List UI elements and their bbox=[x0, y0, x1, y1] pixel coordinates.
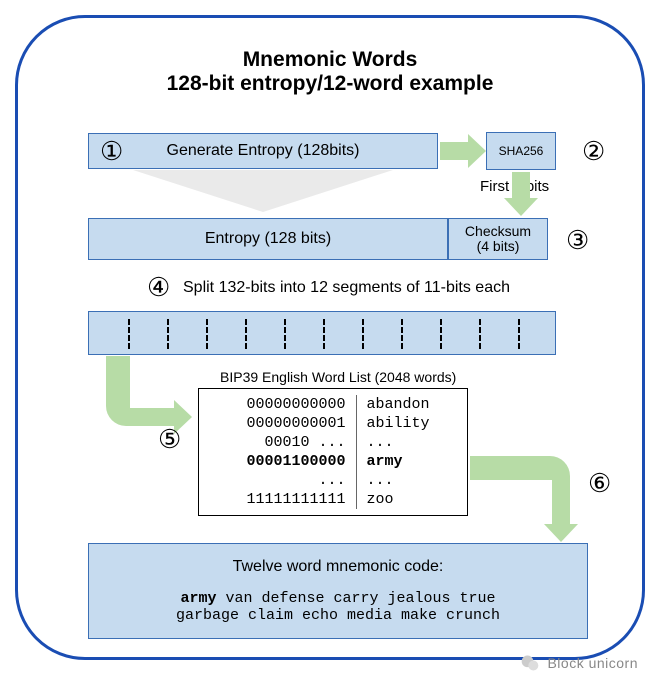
segment-divider bbox=[206, 319, 208, 349]
wordlist-word: army bbox=[356, 452, 463, 471]
result-words-line1: army van defense carry jealous true bbox=[99, 590, 577, 607]
title-line-2: 128-bit entropy/12-word example bbox=[18, 72, 642, 96]
step5-number: ⑤ bbox=[158, 424, 181, 455]
result-title: Twelve word mnemonic code: bbox=[99, 558, 577, 576]
segment-divider bbox=[518, 319, 520, 349]
segment-divider bbox=[440, 319, 442, 349]
title-line-1: Mnemonic Words bbox=[18, 48, 642, 72]
segment-divider bbox=[128, 319, 130, 349]
segment-divider bbox=[284, 319, 286, 349]
step4-text: Split 132-bits into 12 segments of 11-bi… bbox=[183, 279, 510, 297]
wordlist-word: zoo bbox=[356, 490, 463, 509]
arrow-to-sha256 bbox=[440, 142, 470, 160]
arrow-sha-to-checksum bbox=[512, 172, 530, 200]
segment-divider bbox=[362, 319, 364, 349]
entropy-128-label: Entropy (128 bits) bbox=[205, 230, 331, 248]
segment-divider bbox=[323, 319, 325, 349]
wordlist-row: 11111111111zoo bbox=[203, 490, 463, 509]
wordlist-bits: ... bbox=[203, 471, 356, 490]
wordlist-row: 00010 ...... bbox=[203, 433, 463, 452]
step6-number: ⑥ bbox=[588, 468, 611, 499]
step1-generate-entropy: Generate Entropy (128bits) bbox=[88, 133, 438, 169]
arrow-list-to-result-v bbox=[552, 476, 570, 526]
diagram-frame: Mnemonic Words 128-bit entropy/12-word e… bbox=[15, 15, 645, 660]
step3-number: ③ bbox=[566, 225, 589, 256]
checksum-label-1: Checksum bbox=[465, 224, 531, 239]
wordlist-bits: 00000000000 bbox=[203, 395, 356, 414]
watermark-text: Block unicorn bbox=[547, 655, 638, 671]
wordlist-caption: BIP39 English Word List (2048 words) bbox=[220, 369, 456, 385]
step4-number: ④ bbox=[147, 272, 170, 303]
wordlist-bits: 00010 ... bbox=[203, 433, 356, 452]
wechat-icon bbox=[520, 653, 540, 673]
step2-number: ② bbox=[582, 136, 605, 167]
step1-label: Generate Entropy (128bits) bbox=[167, 142, 360, 160]
wordlist-bits: 11111111111 bbox=[203, 490, 356, 509]
wordlist-row: 00000000001ability bbox=[203, 414, 463, 433]
sha256-label: SHA256 bbox=[499, 144, 544, 158]
wordlist-word: abandon bbox=[356, 395, 463, 414]
wordlist-bits: 00000000001 bbox=[203, 414, 356, 433]
step1-number: ① bbox=[100, 136, 123, 167]
wordlist-row: 00001100000army bbox=[203, 452, 463, 471]
segment-divider bbox=[167, 319, 169, 349]
segments-box bbox=[88, 311, 556, 355]
wordlist-row: 00000000000abandon bbox=[203, 395, 463, 414]
wordlist-word: ability bbox=[356, 414, 463, 433]
result-words-line2: garbage claim echo media make crunch bbox=[99, 607, 577, 624]
wordlist-word: ... bbox=[356, 433, 463, 452]
wordlist-word: ... bbox=[356, 471, 463, 490]
sha256-box: SHA256 bbox=[486, 132, 556, 170]
segment-divider bbox=[245, 319, 247, 349]
checksum-label-2: (4 bits) bbox=[477, 239, 520, 254]
mnemonic-result-box: Twelve word mnemonic code: army van defe… bbox=[88, 543, 588, 639]
bip39-wordlist: 00000000000abandon00000000001ability0001… bbox=[198, 388, 468, 516]
segment-divider bbox=[479, 319, 481, 349]
entropy-funnel bbox=[133, 170, 393, 212]
wordlist-row: ...... bbox=[203, 471, 463, 490]
wordlist-bits: 00001100000 bbox=[203, 452, 356, 471]
segment-divider bbox=[401, 319, 403, 349]
entropy-128-box: Entropy (128 bits) bbox=[88, 218, 448, 260]
checksum-box: Checksum (4 bits) bbox=[448, 218, 548, 260]
wordlist-table: 00000000000abandon00000000001ability0001… bbox=[203, 395, 463, 509]
